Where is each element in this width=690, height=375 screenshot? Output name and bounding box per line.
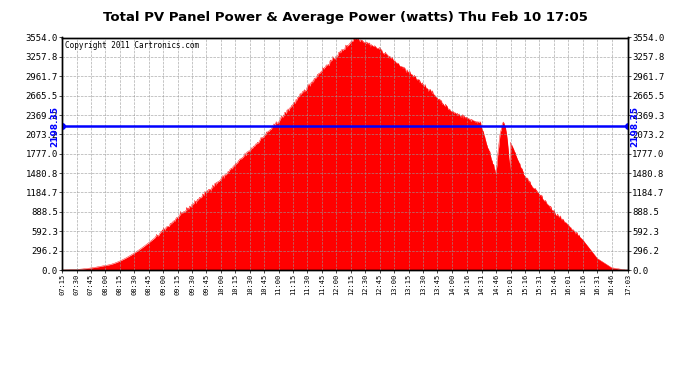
Text: 2198.35: 2198.35: [50, 106, 59, 147]
Text: Total PV Panel Power & Average Power (watts) Thu Feb 10 17:05: Total PV Panel Power & Average Power (wa…: [103, 11, 587, 24]
Text: 2198.35: 2198.35: [631, 106, 640, 147]
Text: Copyright 2011 Cartronics.com: Copyright 2011 Cartronics.com: [65, 41, 199, 50]
